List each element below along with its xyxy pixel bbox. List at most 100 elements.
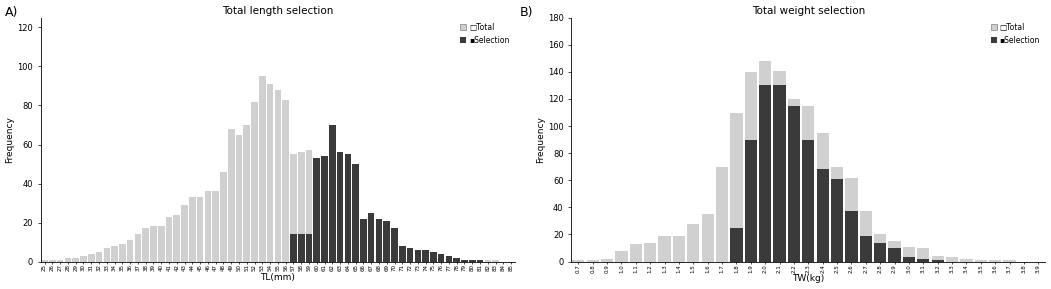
Title: Total weight selection: Total weight selection bbox=[751, 5, 865, 16]
Bar bbox=[946, 257, 959, 262]
Bar bbox=[817, 133, 829, 262]
Bar bbox=[142, 228, 149, 262]
Bar bbox=[845, 212, 858, 262]
Bar bbox=[774, 71, 786, 262]
Bar bbox=[414, 252, 421, 262]
Bar bbox=[414, 250, 421, 262]
Bar bbox=[630, 244, 642, 262]
Bar bbox=[57, 260, 63, 262]
Bar bbox=[228, 129, 234, 262]
Bar bbox=[918, 248, 929, 262]
Bar bbox=[572, 260, 584, 262]
Bar bbox=[80, 256, 87, 262]
Bar bbox=[267, 84, 273, 262]
Bar bbox=[802, 106, 815, 262]
Bar bbox=[290, 154, 296, 262]
X-axis label: TW(kg): TW(kg) bbox=[792, 275, 824, 284]
Bar bbox=[259, 76, 266, 262]
Bar bbox=[888, 241, 901, 262]
Text: B): B) bbox=[520, 6, 534, 19]
Bar bbox=[399, 246, 406, 262]
Bar bbox=[845, 177, 858, 262]
Bar bbox=[788, 106, 800, 262]
Bar bbox=[336, 152, 344, 262]
Bar bbox=[220, 172, 227, 262]
Bar bbox=[197, 197, 204, 262]
Bar bbox=[702, 214, 714, 262]
Bar bbox=[368, 213, 374, 262]
Bar bbox=[49, 260, 56, 262]
Bar bbox=[235, 135, 243, 262]
Bar bbox=[322, 156, 328, 262]
Bar bbox=[306, 234, 312, 262]
Bar bbox=[158, 226, 165, 262]
Bar bbox=[251, 102, 257, 262]
Bar bbox=[817, 169, 829, 262]
Bar bbox=[673, 236, 685, 262]
Bar bbox=[918, 259, 929, 262]
Bar bbox=[189, 197, 195, 262]
Bar bbox=[730, 112, 743, 262]
Bar bbox=[774, 86, 786, 262]
Bar bbox=[446, 257, 452, 262]
Bar bbox=[453, 257, 460, 262]
Bar bbox=[313, 164, 321, 262]
X-axis label: TL(mm): TL(mm) bbox=[261, 273, 295, 282]
Bar bbox=[181, 205, 188, 262]
Bar bbox=[477, 260, 483, 262]
Bar bbox=[283, 100, 289, 262]
Bar bbox=[166, 217, 172, 262]
Bar bbox=[103, 248, 110, 262]
Bar bbox=[961, 259, 972, 262]
Bar bbox=[111, 246, 118, 262]
Bar bbox=[297, 152, 305, 262]
Bar bbox=[485, 260, 491, 262]
Text: A): A) bbox=[5, 6, 19, 19]
Bar bbox=[407, 248, 413, 262]
Bar bbox=[274, 90, 282, 262]
Bar bbox=[119, 244, 126, 262]
Bar bbox=[888, 248, 901, 262]
Bar bbox=[759, 86, 771, 262]
Bar bbox=[446, 256, 452, 262]
Bar bbox=[974, 260, 987, 262]
Bar bbox=[730, 228, 743, 262]
Bar bbox=[384, 242, 390, 262]
Bar bbox=[644, 242, 656, 262]
Legend: □Total, ▪Selection: □Total, ▪Selection bbox=[988, 20, 1044, 48]
Bar bbox=[64, 257, 71, 262]
Bar bbox=[716, 167, 728, 262]
Bar bbox=[375, 240, 383, 262]
Bar bbox=[831, 167, 843, 262]
Bar bbox=[329, 125, 335, 262]
Bar bbox=[874, 242, 886, 262]
Bar bbox=[615, 251, 627, 262]
Bar bbox=[329, 189, 335, 262]
Bar bbox=[931, 260, 944, 262]
Bar bbox=[860, 212, 872, 262]
Bar bbox=[306, 150, 312, 262]
Bar bbox=[73, 257, 79, 262]
Bar bbox=[903, 257, 915, 262]
Bar bbox=[336, 207, 344, 262]
Bar bbox=[345, 209, 351, 262]
Bar bbox=[391, 244, 398, 262]
Bar bbox=[461, 260, 468, 262]
Bar bbox=[469, 260, 475, 262]
Legend: □Total, ▪Selection: □Total, ▪Selection bbox=[457, 20, 513, 48]
Y-axis label: Frequency: Frequency bbox=[5, 116, 15, 163]
Bar bbox=[173, 215, 180, 262]
Bar bbox=[96, 252, 102, 262]
Bar bbox=[41, 260, 48, 262]
Bar bbox=[788, 99, 800, 262]
Bar bbox=[453, 257, 460, 262]
Bar bbox=[492, 260, 499, 262]
Bar bbox=[430, 252, 436, 262]
Bar bbox=[423, 250, 429, 262]
Bar bbox=[290, 234, 296, 262]
Bar bbox=[375, 218, 383, 262]
Bar bbox=[212, 191, 219, 262]
Bar bbox=[831, 179, 843, 262]
Title: Total length selection: Total length selection bbox=[222, 5, 333, 16]
Bar bbox=[438, 256, 445, 262]
